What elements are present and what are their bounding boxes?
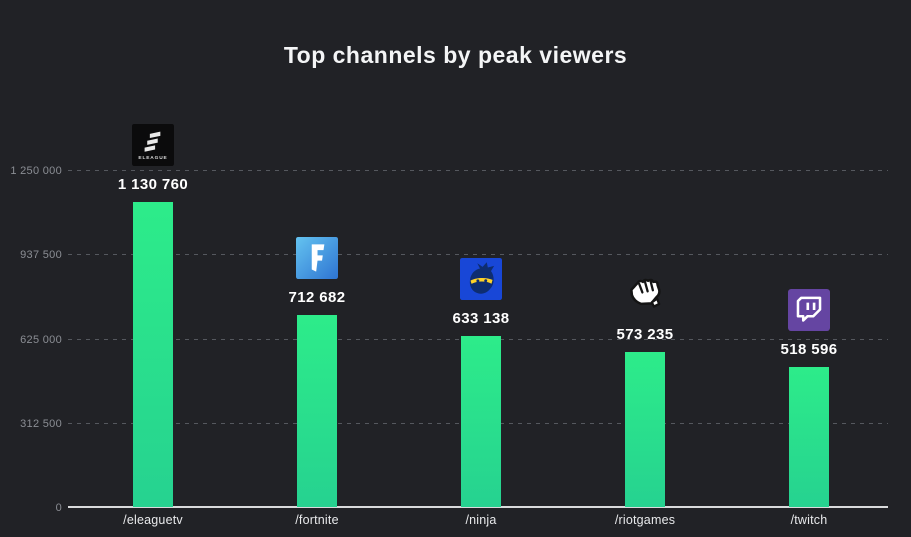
- y-gridline: [68, 254, 888, 256]
- y-gridline: [68, 170, 888, 171]
- riot-fist-icon: [624, 274, 666, 316]
- bar-ninja: [461, 336, 501, 507]
- ninja-logo-icon: [460, 258, 502, 300]
- x-tick-label: /fortnite: [295, 513, 339, 527]
- y-tick-label: 937 500: [20, 249, 62, 262]
- y-tick-label: 312 500: [20, 417, 62, 430]
- svg-text:ELEAGUE: ELEAGUE: [138, 155, 167, 161]
- x-tick-label: /ninja: [465, 513, 497, 527]
- bar-value-label: 633 138: [452, 310, 510, 327]
- x-tick-label: /eleaguetv: [123, 513, 183, 527]
- bar-eleaguetv: [133, 202, 173, 507]
- x-tick-label: /riotgames: [614, 513, 676, 527]
- bar-value-label: 573 235: [616, 326, 674, 343]
- bar-fortnite: [297, 315, 337, 507]
- bar-twitch: [789, 367, 829, 507]
- bar-value-label: 712 682: [288, 289, 346, 306]
- y-tick-label: 625 000: [20, 333, 62, 346]
- chart-title: Top channels by peak viewers: [283, 42, 628, 68]
- y-tick-label: 0: [55, 502, 62, 514]
- fortnite-logo-icon: [296, 237, 338, 279]
- bar-value-label: 1 130 760: [117, 176, 189, 193]
- x-axis-line: [68, 506, 888, 508]
- bar-value-label: 518 596: [780, 341, 838, 358]
- y-tick-label: 1 250 000: [10, 165, 62, 177]
- eleague-logo-icon: ELEAGUE: [132, 124, 174, 166]
- bar-riotgames: [625, 352, 665, 507]
- twitch-glitch-icon: [788, 289, 830, 331]
- x-tick-label: /twitch: [790, 513, 828, 527]
